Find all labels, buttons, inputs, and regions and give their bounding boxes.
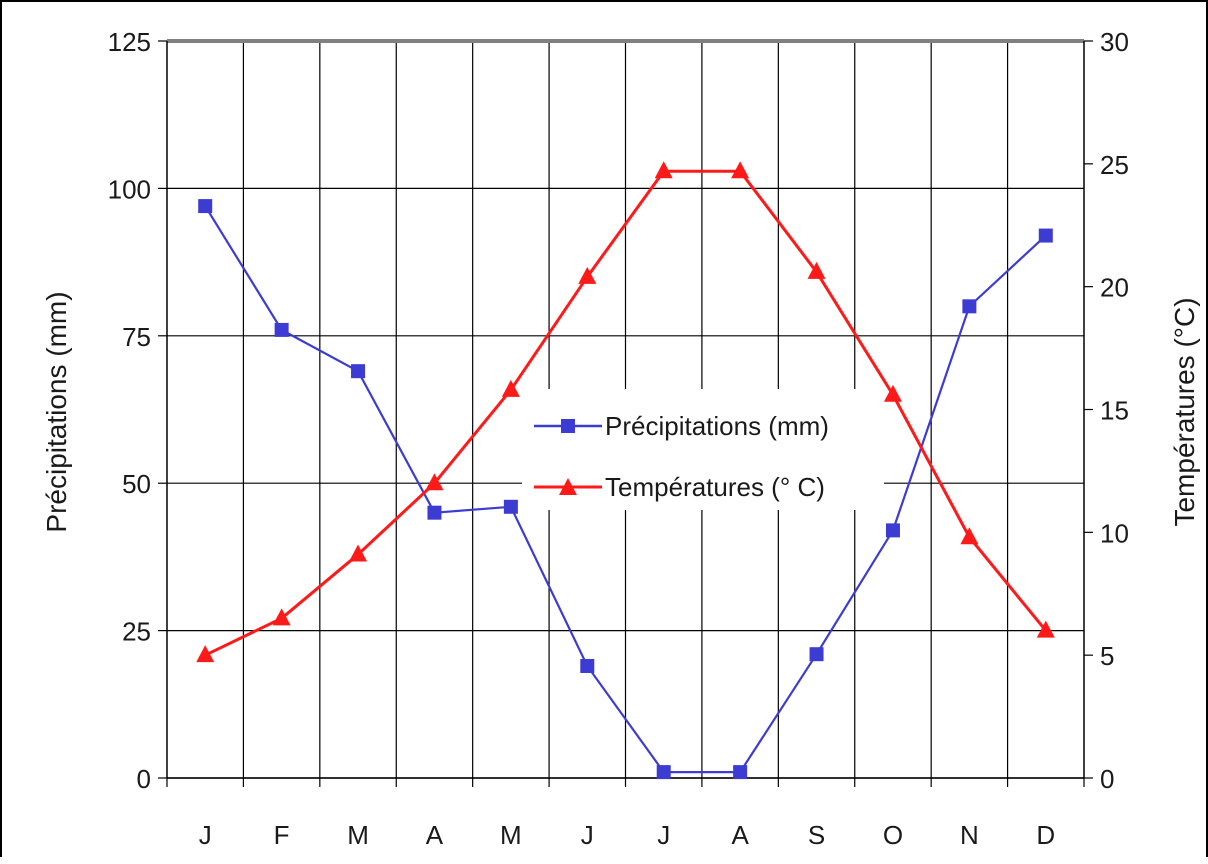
data-point-precipitations: [198, 199, 213, 214]
data-point-temperatures: [883, 384, 902, 402]
data-point-precipitations: [351, 364, 366, 379]
data-point-temperatures: [731, 161, 750, 179]
data-point-temperatures: [1036, 620, 1055, 638]
tick-labels: J F M A M J J A S O N D 0 25 50 75 100 125 0 5 10 15 20 25 30: [108, 27, 1129, 850]
y-tick-label-right: 15: [1100, 396, 1129, 426]
y-tick-label-right: 25: [1100, 150, 1129, 180]
x-tick-label: J: [581, 820, 594, 850]
series: [196, 161, 1055, 780]
legend-label-temp: Températures (° C): [605, 472, 825, 502]
data-point-temperatures: [196, 645, 215, 663]
y-tick-label-right: 5: [1100, 641, 1114, 671]
data-point-temperatures: [425, 473, 444, 491]
y-tick-label-left: 125: [108, 27, 151, 57]
legend-label-precip: Précipitations (mm): [605, 411, 829, 441]
x-tick-label: O: [883, 820, 903, 850]
y-axis-title-right: Températures (°C): [1169, 297, 1200, 526]
y-tick-label-left: 100: [108, 174, 151, 204]
legend-marker-temp: [559, 478, 577, 495]
series-line-precipitations: [204, 205, 1047, 774]
x-tick-label: F: [274, 820, 290, 850]
axis-titles: Précipitations (mm) Températures (°C): [41, 291, 1200, 532]
legend: Précipitations (mm) Températures (° C): [522, 389, 884, 510]
y-tick-label-right: 20: [1100, 273, 1129, 303]
data-point-precipitations: [503, 499, 518, 514]
y-tick-label-left: 75: [122, 322, 151, 352]
data-point-precipitations: [962, 299, 977, 314]
data-point-temperatures: [654, 161, 673, 179]
y-tick-label-right: 0: [1100, 764, 1114, 794]
y-tick-label-left: 0: [137, 764, 151, 794]
x-tick-label: J: [657, 820, 670, 850]
data-point-temperatures: [578, 266, 597, 284]
x-tick-label: S: [808, 820, 825, 850]
data-point-precipitations: [809, 647, 824, 662]
data-point-precipitations: [274, 322, 289, 337]
data-point-temperatures: [349, 544, 368, 562]
data-point-temperatures: [807, 261, 826, 279]
data-point-precipitations: [580, 658, 595, 673]
axes: [158, 40, 1093, 787]
data-point-precipitations: [427, 505, 442, 520]
data-point-temperatures: [960, 527, 979, 545]
x-tick-label: M: [500, 820, 522, 850]
x-tick-label: A: [426, 820, 444, 850]
y-axis-title-left: Précipitations (mm): [41, 291, 72, 532]
x-tick-label: D: [1036, 820, 1055, 850]
x-tick-label: A: [731, 820, 749, 850]
data-point-temperatures: [272, 608, 291, 626]
legend-marker-precip: [561, 419, 575, 433]
data-point-precipitations: [885, 523, 900, 538]
data-point-precipitations: [656, 765, 671, 780]
data-point-precipitations: [1038, 228, 1053, 243]
data-point-temperatures: [501, 379, 520, 397]
x-tick-label: M: [347, 820, 369, 850]
x-tick-label: N: [960, 820, 979, 850]
x-tick-label: J: [199, 820, 212, 850]
data-point-precipitations: [733, 765, 748, 780]
legend-box: [522, 389, 884, 510]
y-tick-label-right: 30: [1100, 27, 1129, 57]
y-tick-label-left: 25: [122, 617, 151, 647]
y-tick-label-left: 50: [122, 469, 151, 499]
series-line-temperatures: [204, 169, 1047, 657]
y-tick-label-right: 10: [1100, 518, 1129, 548]
